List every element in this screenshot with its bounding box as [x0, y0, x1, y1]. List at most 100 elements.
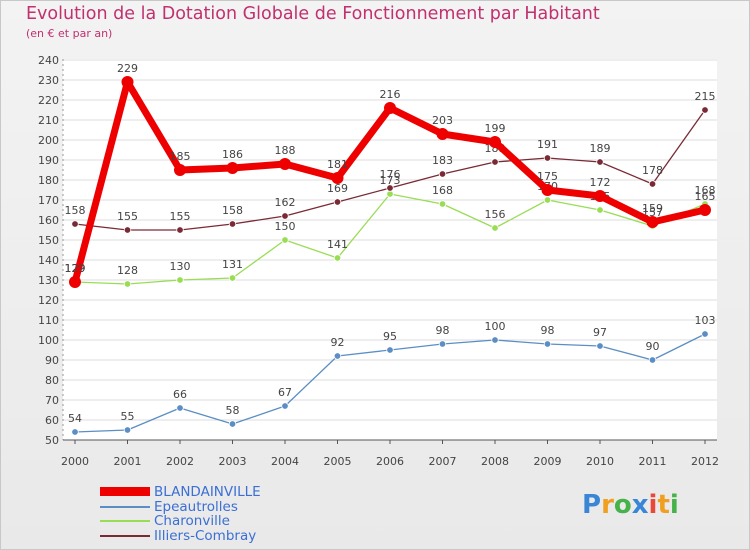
- y-tick-label: 120: [38, 294, 59, 307]
- data-label-illiers-combray: 162: [275, 196, 296, 209]
- data-point-illiers-combray: [543, 154, 552, 162]
- data-point-illiers-combray: [596, 158, 604, 166]
- data-label-epeautrolles: 95: [383, 330, 397, 343]
- data-label-epeautrolles: 103: [695, 314, 716, 327]
- data-label-epeautrolles: 98: [436, 324, 450, 337]
- y-tick-label: 200: [38, 134, 59, 147]
- data-point-epeautrolles: [123, 426, 132, 434]
- data-point-charonville: [438, 200, 447, 208]
- logo-letter: r: [601, 490, 614, 520]
- x-tick-label: 2008: [481, 455, 509, 468]
- data-point-epeautrolles: [71, 428, 79, 436]
- data-point-epeautrolles: [333, 352, 342, 360]
- data-point-epeautrolles: [701, 330, 709, 338]
- y-tick-label: 90: [45, 354, 59, 367]
- data-point-blandainville: [436, 128, 449, 140]
- data-point-blandainville: [646, 216, 659, 228]
- x-tick-label: 2000: [61, 455, 89, 468]
- data-point-blandainville: [121, 76, 134, 88]
- data-point-illiers-combray: [71, 220, 79, 228]
- data-point-illiers-combray: [281, 212, 289, 220]
- data-label-charonville: 168: [695, 184, 716, 197]
- data-point-charonville: [491, 224, 499, 232]
- x-tick-label: 2001: [114, 455, 142, 468]
- data-point-epeautrolles: [386, 346, 394, 354]
- data-point-illiers-combray: [648, 180, 657, 188]
- data-label-charonville: 130: [170, 260, 191, 273]
- y-tick-label: 110: [38, 314, 59, 327]
- data-label-illiers-combray: 215: [695, 90, 716, 103]
- data-label-blandainville: 229: [117, 62, 138, 75]
- data-point-charonville: [281, 236, 289, 244]
- x-tick-label: 2006: [376, 455, 404, 468]
- data-label-charonville: 173: [380, 174, 401, 187]
- data-point-blandainville: [594, 190, 606, 202]
- data-point-illiers-combray: [438, 170, 447, 178]
- data-label-blandainville: 181: [327, 158, 348, 171]
- logo-letter: o: [613, 490, 632, 520]
- chart-subtitle: (en € et par an): [26, 27, 113, 40]
- data-point-illiers-combray: [176, 226, 184, 234]
- data-label-illiers-combray: 178: [642, 164, 663, 177]
- proxiti-logo: Proxiti: [582, 490, 679, 520]
- logo-letter: i: [648, 490, 658, 520]
- legend-swatch-blandainville: [100, 487, 150, 496]
- data-point-epeautrolles: [543, 340, 552, 348]
- data-label-epeautrolles: 92: [331, 336, 345, 349]
- data-label-illiers-combray: 169: [327, 182, 348, 195]
- data-point-charonville: [123, 280, 132, 288]
- data-label-illiers-combray: 191: [537, 138, 558, 151]
- data-label-epeautrolles: 55: [121, 410, 135, 423]
- data-label-blandainville: 175: [537, 170, 558, 183]
- legend-label-epeautrolles: Epeautrolles: [154, 498, 238, 515]
- data-point-blandainville: [226, 162, 239, 174]
- y-tick-label: 240: [38, 54, 59, 67]
- legend-label-blandainville: BLANDAINVILLE: [154, 484, 261, 500]
- data-label-blandainville: 172: [590, 176, 611, 189]
- y-tick-label: 140: [38, 254, 59, 267]
- y-tick-label: 80: [45, 374, 59, 387]
- data-point-illiers-combray: [701, 106, 709, 114]
- logo-letter: P: [582, 490, 602, 520]
- data-point-blandainville: [69, 276, 81, 288]
- data-point-charonville: [543, 196, 552, 204]
- data-point-charonville: [228, 274, 237, 282]
- y-tick-label: 230: [38, 74, 59, 87]
- legend-label-illiers-combray: Illiers-Combray: [154, 527, 257, 544]
- data-label-blandainville: 186: [222, 148, 243, 161]
- data-label-blandainville: 203: [432, 114, 453, 127]
- y-tick-label: 190: [38, 154, 59, 167]
- chart-title: Evolution de la Dotation Globale de Fonc…: [26, 4, 600, 24]
- data-point-epeautrolles: [228, 420, 237, 428]
- data-label-blandainville: 188: [275, 144, 296, 157]
- x-tick-label: 2007: [429, 455, 457, 468]
- x-tick-label: 2003: [219, 455, 247, 468]
- x-tick-label: 2009: [534, 455, 562, 468]
- data-point-blandainville: [384, 102, 396, 114]
- data-point-charonville: [333, 254, 342, 262]
- data-point-epeautrolles: [596, 342, 604, 350]
- data-label-charonville: 156: [485, 208, 506, 221]
- y-tick-label: 50: [45, 434, 59, 447]
- plot-area: [63, 59, 717, 440]
- data-point-epeautrolles: [648, 356, 657, 364]
- data-label-charonville: 131: [222, 258, 243, 271]
- x-tick-label: 2012: [691, 455, 719, 468]
- data-point-blandainville: [541, 184, 554, 196]
- x-tick-label: 2011: [639, 455, 667, 468]
- data-label-epeautrolles: 67: [278, 386, 292, 399]
- legend-swatch-epeautrolles: [100, 505, 150, 508]
- y-tick-label: 170: [38, 194, 59, 207]
- y-tick-label: 150: [38, 234, 59, 247]
- data-point-charonville: [176, 276, 184, 284]
- data-point-blandainville: [699, 204, 711, 216]
- data-point-illiers-combray: [123, 226, 132, 234]
- data-label-epeautrolles: 100: [485, 320, 506, 333]
- data-point-blandainville: [279, 158, 291, 170]
- y-tick-label: 160: [38, 214, 59, 227]
- data-point-epeautrolles: [438, 340, 447, 348]
- data-label-epeautrolles: 58: [226, 404, 240, 417]
- data-point-epeautrolles: [176, 404, 184, 412]
- logo-letter: t: [657, 490, 670, 520]
- data-label-illiers-combray: 183: [432, 154, 453, 167]
